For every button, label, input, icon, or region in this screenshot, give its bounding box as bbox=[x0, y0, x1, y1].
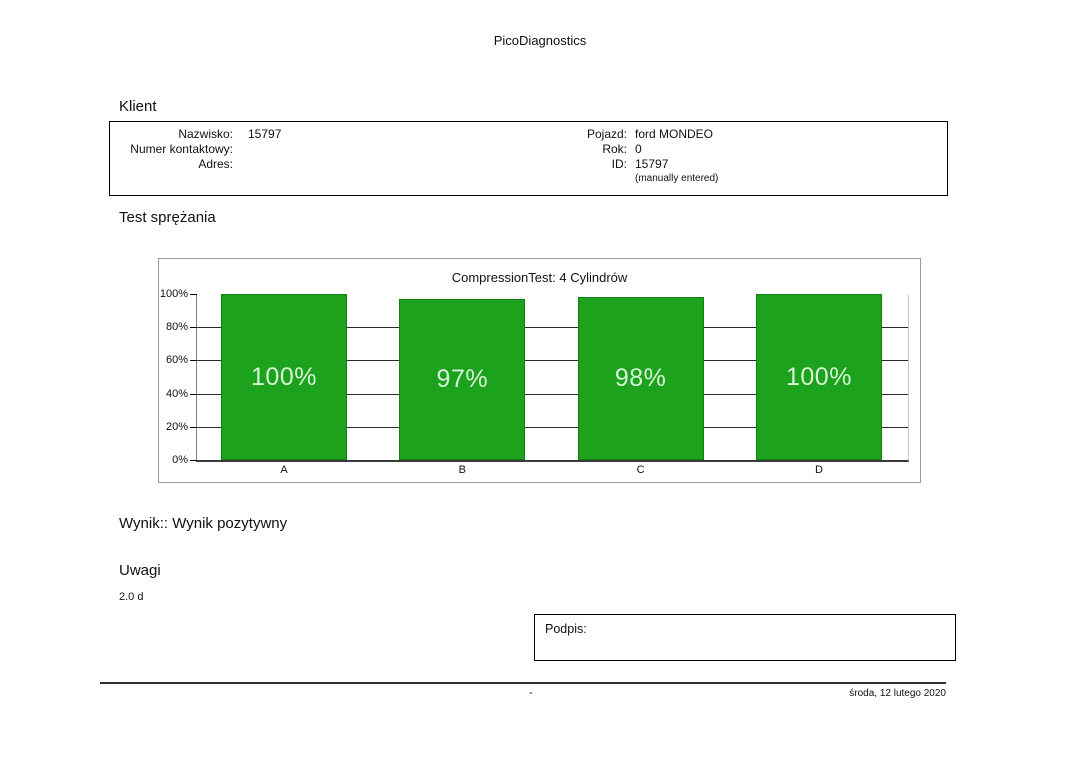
gridline-60 bbox=[197, 360, 908, 362]
bar-value-label: 97% bbox=[436, 364, 489, 393]
client-address-row: Adres: bbox=[113, 157, 281, 172]
gridline-40 bbox=[197, 393, 908, 395]
field-value: 15797 bbox=[248, 127, 282, 141]
chart-plot-area: 100% 80% 60% 40% 20% 0% 100% 97% 98% 100… bbox=[160, 288, 909, 476]
bar-cylinder-d: 100% bbox=[755, 294, 882, 460]
notes-text: 2.0 d bbox=[119, 591, 144, 603]
field-label: Nazwisko: bbox=[178, 127, 233, 141]
test-section-heading: Test sprężania bbox=[119, 209, 216, 226]
y-axis-label: 0% bbox=[172, 454, 188, 466]
gridline-20 bbox=[197, 426, 908, 428]
y-tick bbox=[190, 393, 197, 395]
y-axis-label: 80% bbox=[165, 321, 188, 334]
gridline-80 bbox=[197, 327, 908, 329]
y-axis-label: 60% bbox=[165, 354, 188, 367]
id-row: ID: 15797 bbox=[567, 157, 718, 172]
compression-chart: CompressionTest: 4 Cylindrów 100% 80% 60… bbox=[158, 258, 921, 483]
signature-box: Podpis: bbox=[534, 614, 956, 661]
client-contact-row: Numer kontaktowy: bbox=[113, 142, 281, 157]
y-tick bbox=[190, 294, 197, 295]
x-axis-label: D bbox=[815, 464, 823, 476]
bar-cylinder-b: 97% bbox=[399, 298, 526, 460]
year-row: Rok: 0 bbox=[567, 142, 718, 157]
field-label: Pojazd: bbox=[586, 127, 627, 141]
footer-separator: - bbox=[529, 687, 533, 699]
id-manual-note: (manually entered) bbox=[635, 173, 719, 184]
notes-section-heading: Uwagi bbox=[119, 562, 161, 579]
field-label: Numer kontaktowy: bbox=[130, 142, 233, 156]
result-value: Wynik pozytywny bbox=[172, 515, 288, 532]
bar-value-label: 100% bbox=[786, 362, 852, 391]
x-axis-label: A bbox=[280, 464, 288, 476]
field-value: ford MONDEO bbox=[635, 127, 714, 141]
bar-value-label: 100% bbox=[251, 362, 317, 391]
footer-date: środa, 12 lutego 2020 bbox=[849, 688, 946, 699]
signature-label: Podpis: bbox=[545, 622, 587, 636]
y-axis-label: 40% bbox=[165, 387, 188, 400]
client-info-left-column: Nazwisko: 15797 Numer kontaktowy: Adres: bbox=[113, 127, 281, 172]
vehicle-row: Pojazd: ford MONDEO bbox=[567, 127, 718, 142]
result-label: Wynik:: bbox=[119, 515, 169, 532]
bar-series: 100% 97% 98% 100% bbox=[197, 294, 908, 460]
field-label: Adres: bbox=[198, 157, 233, 171]
y-tick bbox=[190, 360, 197, 362]
app-title: PicoDiagnostics bbox=[493, 33, 587, 48]
x-axis-labels: A B C D bbox=[197, 464, 908, 476]
field-value: 0 bbox=[635, 142, 642, 156]
vehicle-info-right-column: Pojazd: ford MONDEO Rok: 0 ID: 15797 (ma… bbox=[567, 127, 718, 186]
y-axis-label: 20% bbox=[165, 420, 188, 433]
bar-cylinder-a: 100% bbox=[221, 294, 347, 460]
y-axis-label: 100% bbox=[159, 288, 188, 300]
client-name-row: Nazwisko: 15797 bbox=[113, 127, 281, 142]
chart-title: CompressionTest: 4 Cylindrów bbox=[451, 270, 628, 285]
bar-cylinder-c: 98% bbox=[577, 297, 704, 460]
client-section-heading: Klient bbox=[119, 98, 157, 115]
y-tick bbox=[190, 327, 197, 329]
result-line: Wynik:: Wynik pozytywny bbox=[119, 515, 287, 532]
bar-value-label: 98% bbox=[614, 364, 667, 393]
x-axis-label: C bbox=[636, 464, 645, 476]
field-value: 15797 bbox=[635, 157, 669, 171]
field-label: ID: bbox=[611, 157, 627, 171]
y-tick bbox=[190, 426, 197, 428]
field-label: Rok: bbox=[602, 142, 627, 156]
client-info-box: Nazwisko: 15797 Numer kontaktowy: Adres:… bbox=[109, 121, 948, 196]
footer-rule bbox=[100, 682, 946, 684]
y-tick bbox=[190, 460, 197, 461]
x-axis-label: B bbox=[458, 464, 466, 476]
